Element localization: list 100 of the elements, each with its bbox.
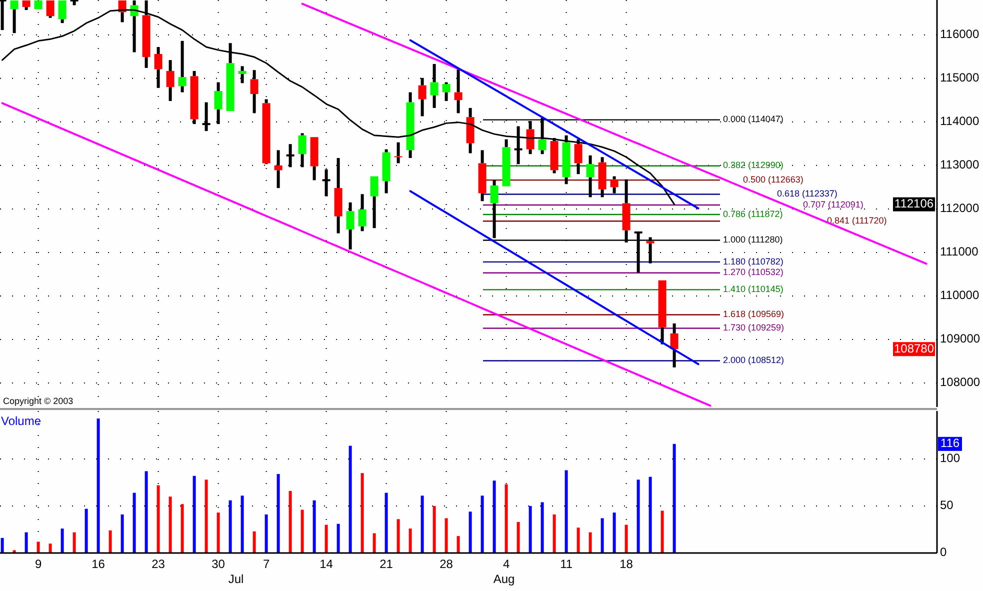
y-tick-label: 100 [940, 451, 960, 466]
bar [144, 471, 148, 553]
candlestick [22, 0, 30, 10]
bar [492, 480, 496, 553]
candlestick [610, 176, 618, 194]
bar [264, 514, 268, 553]
bar [648, 476, 652, 553]
bar [528, 506, 532, 553]
ref-line-label: 1.000 (111280) [723, 234, 783, 245]
text: Aug [493, 572, 515, 586]
ref-line-label: 1.410 (110145) [723, 284, 784, 294]
candlestick [502, 139, 510, 186]
y-tick-label: 116000 [940, 26, 980, 41]
annotation: 116 [940, 436, 960, 450]
bar [672, 444, 676, 553]
y-tick-label: 109000 [940, 332, 980, 346]
bar [336, 524, 340, 553]
y-tick-label: 113000 [940, 158, 980, 172]
candlestick [178, 40, 186, 92]
line-series [1, 102, 712, 407]
candlestick [478, 150, 486, 202]
bar [192, 476, 196, 553]
bar [624, 524, 628, 553]
y-tick-label: 110000 [940, 288, 980, 302]
candlestick [598, 157, 606, 198]
x-tick-label: 28 [440, 557, 454, 571]
bar [420, 496, 424, 553]
x-tick-label: 7 [262, 557, 270, 571]
bar [72, 532, 76, 553]
bar [132, 492, 136, 553]
bar [84, 508, 88, 553]
bar [516, 522, 520, 553]
x-tick-label: 18 [620, 557, 634, 571]
y-tick-label: 112000 [940, 201, 980, 216]
bar [432, 506, 436, 553]
x-tick-label: 14 [320, 557, 334, 571]
ref-line-label: 1.730 (109259) [723, 322, 784, 333]
bar [216, 512, 220, 553]
y-tick-label: 0 [940, 545, 947, 560]
bar [540, 502, 544, 553]
annotation: 112106 [894, 196, 934, 210]
bar [60, 528, 64, 553]
bar [504, 484, 508, 553]
bar [564, 470, 568, 553]
bar [0, 538, 4, 553]
ref-line-label: 0.618 (112337) [777, 188, 838, 199]
bar [288, 490, 292, 553]
bar [552, 514, 556, 553]
candlestick [46, 0, 54, 18]
candlestick [166, 60, 174, 101]
text: Jul [228, 572, 244, 586]
ref-line-label: 0.500 (112663) [743, 174, 804, 184]
candlestick [58, 0, 66, 24]
y-tick-label: 108000 [940, 375, 980, 390]
y-tick-label: 111000 [940, 244, 979, 259]
bar [408, 528, 412, 553]
bar [576, 528, 580, 553]
ref-line-label: 0.786 (111872) [723, 208, 783, 219]
bar [480, 496, 484, 553]
x-tick-label: 23 [152, 557, 166, 571]
bar [660, 510, 664, 553]
bar [108, 530, 112, 553]
candlestick [382, 149, 390, 194]
y-tick-label: 50 [940, 498, 954, 512]
bar [120, 514, 124, 553]
bar [204, 480, 208, 553]
bar [588, 532, 592, 553]
bar [168, 496, 172, 553]
bar [48, 544, 52, 553]
bar [36, 542, 40, 553]
bar [372, 533, 376, 553]
bar [252, 531, 256, 553]
bar [96, 418, 100, 553]
annotation: Copyright © 2003 [3, 396, 74, 406]
ref-line-label: 0.000 (114047) [723, 114, 784, 124]
x-tick-label: 16 [92, 557, 106, 571]
bar [396, 519, 400, 553]
x-tick-label: 11 [560, 557, 573, 571]
bar [600, 518, 604, 553]
candlestick [310, 137, 318, 180]
bar [612, 512, 616, 553]
line-series [409, 39, 700, 210]
ref-line-label: 2.000 (108512) [723, 355, 784, 366]
ref-line-label: 1.270 (110532) [723, 267, 784, 278]
ref-line-label: 0.841 (111720) [827, 216, 887, 226]
x-tick-label: 21 [380, 557, 394, 571]
candlestick [586, 155, 594, 198]
candlestick [670, 323, 678, 368]
y-tick-label: 114000 [940, 114, 980, 128]
candlestick [34, 0, 42, 10]
x-tick-label: 30 [212, 557, 226, 571]
ref-line-label: 0.382 (112990) [723, 160, 784, 170]
candlestick [394, 142, 402, 164]
bar [636, 480, 640, 553]
bar [156, 485, 160, 553]
bar [300, 510, 304, 553]
bar [180, 504, 184, 553]
ref-line-label: 1.618 (109569) [723, 309, 784, 320]
ref-line-label: 1.180 (110782) [723, 256, 784, 266]
chart-title: Volume [1, 414, 42, 428]
